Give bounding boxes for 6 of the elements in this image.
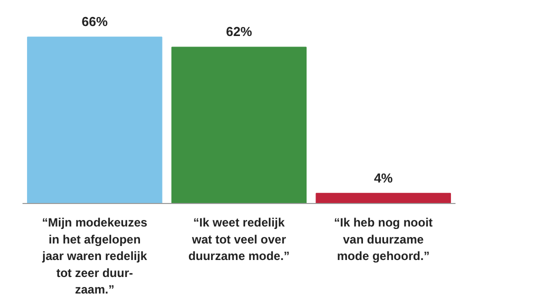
data-label: 66%: [82, 14, 108, 30]
data-label: 62%: [226, 24, 252, 40]
x-tick-label: “Ik weet redelijk wat tot veel over duurzame mode.”: [188, 216, 290, 264]
data-label: 4%: [374, 170, 394, 186]
x-tick-label: “Ik heb nog nooit van duurzame mode gehoord.”: [334, 216, 433, 264]
x-tick-label: “Mijn modekeuzes in het afgelopen jaar waren redelijk tot zeer duur- zaam.”: [41, 216, 148, 297]
